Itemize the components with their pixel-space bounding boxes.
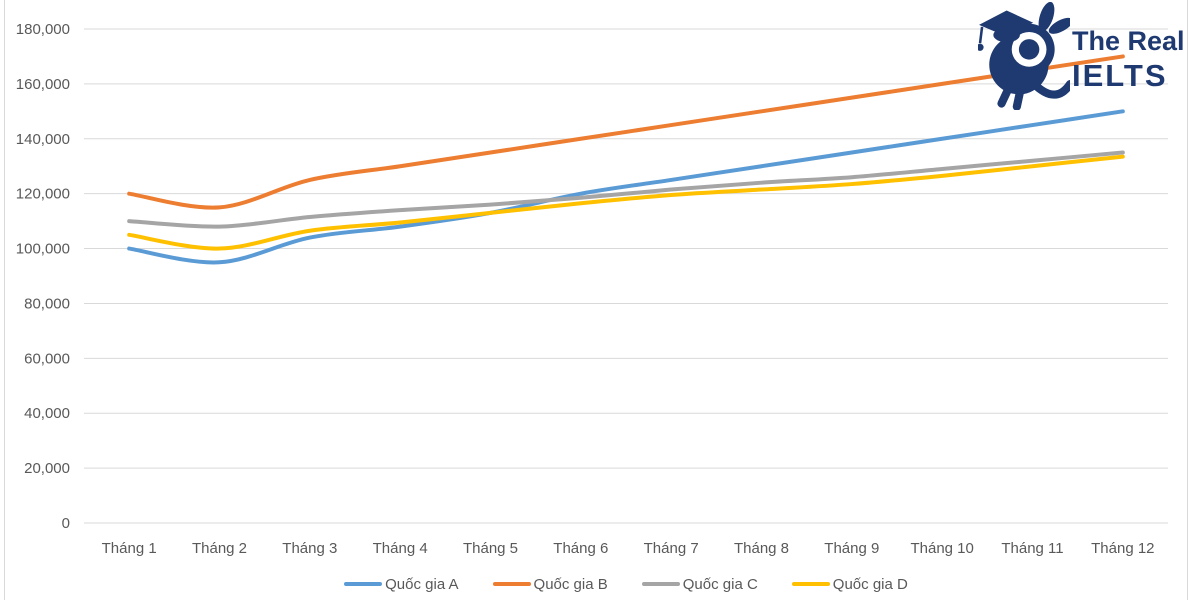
series-line-quốc-gia-c (127, 150, 1125, 229)
x-axis-labels: Tháng 1 Tháng 2 Tháng 3 Tháng 4 Tháng 5 Tháng… (102, 540, 1155, 557)
y-axis-labels: 0 20,000 40,000 60,000 80,000 100,000 120,000 1… (16, 21, 70, 532)
y-tick-label: 100,000 (16, 241, 70, 258)
legend-swatch (791, 582, 830, 586)
legend-item-quốc-gia-a: Quốc gia A (344, 575, 459, 593)
y-tick-label: 60,000 (24, 350, 70, 367)
legend-label: Quốc gia C (682, 575, 758, 593)
x-tick-label: Tháng 8 (734, 540, 789, 557)
series-lines (127, 54, 1125, 265)
x-tick-label: Tháng 2 (192, 540, 247, 557)
legend-swatch (641, 582, 680, 586)
legend-label: Quốc gia B (533, 575, 608, 593)
legend-item-quốc-gia-c: Quốc gia C (641, 575, 758, 593)
chart-legend: Quốc gia A Quốc gia B Quốc gia C Quốc gia D (84, 572, 1168, 596)
y-tick-label: 160,000 (16, 76, 70, 93)
x-tick-label: Tháng 10 (910, 540, 973, 557)
x-tick-label: Tháng 7 (644, 540, 699, 557)
x-tick-label: Tháng 9 (824, 540, 879, 557)
series-line-quốc-gia-d (127, 154, 1125, 251)
y-tick-label: 40,000 (24, 405, 70, 422)
x-tick-label: Tháng 6 (553, 540, 608, 557)
legend-label: Quốc gia D (832, 575, 908, 593)
x-tick-label: Tháng 3 (282, 540, 337, 557)
x-tick-label: Tháng 12 (1091, 540, 1154, 557)
y-tick-label: 180,000 (16, 21, 70, 38)
series-line-quốc-gia-a (127, 109, 1125, 265)
y-tick-label: 0 (62, 515, 70, 532)
legend-item-quốc-gia-b: Quốc gia B (492, 575, 608, 593)
x-tick-label: Tháng 5 (463, 540, 518, 557)
chart-border-left (4, 0, 5, 600)
legend-swatch (492, 582, 531, 586)
y-tick-label: 120,000 (16, 186, 70, 203)
x-tick-label: Tháng 11 (1001, 540, 1063, 557)
y-tick-label: 20,000 (24, 460, 70, 477)
x-tick-label: Tháng 4 (373, 540, 428, 557)
legend-swatch (344, 582, 383, 586)
series-line-quốc-gia-b (127, 54, 1125, 210)
y-tick-label: 140,000 (16, 131, 70, 148)
chart-border-right (1187, 0, 1188, 600)
legend-label: Quốc gia A (385, 575, 459, 593)
legend-item-quốc-gia-d: Quốc gia D (791, 575, 908, 593)
y-tick-label: 80,000 (24, 295, 70, 312)
x-tick-label: Tháng 1 (102, 540, 157, 557)
gridlines (84, 28, 1168, 524)
